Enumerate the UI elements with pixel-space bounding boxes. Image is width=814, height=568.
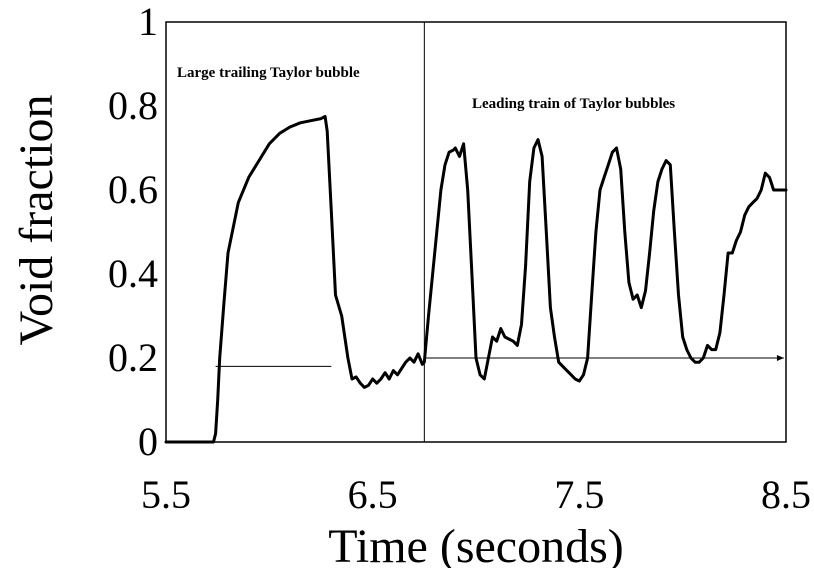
reference-line-arrowhead bbox=[776, 355, 784, 361]
x-tick-label: 8.5 bbox=[761, 472, 811, 517]
y-tick-label: 1 bbox=[138, 0, 158, 44]
y-tick-label: 0.2 bbox=[108, 335, 158, 380]
y-tick-label: 0.6 bbox=[108, 167, 158, 212]
y-tick-label: 0.4 bbox=[108, 251, 158, 296]
plot-area-frame bbox=[165, 21, 787, 443]
void-fraction-series-line bbox=[164, 115, 788, 444]
x-tick-label: 6.5 bbox=[348, 472, 398, 517]
x-tick-label: 7.5 bbox=[554, 472, 604, 517]
y-tick-label: 0.8 bbox=[108, 83, 158, 128]
annotation-leading-train: Leading train of Taylor bubbles bbox=[472, 96, 675, 112]
x-axis-ticks: 5.5 6.5 7.5 8.5 bbox=[141, 472, 811, 517]
x-tick-label: 5.5 bbox=[141, 472, 191, 517]
annotation-trailing-bubble: Large trailing Taylor bubble bbox=[177, 65, 360, 81]
y-axis-ticks: 0 0.2 0.4 0.6 0.8 1 bbox=[108, 0, 158, 464]
x-axis-title: Time (seconds) bbox=[328, 520, 624, 568]
y-axis-title: Void fraction bbox=[10, 94, 63, 345]
y-tick-label: 0 bbox=[138, 419, 158, 464]
reference-lines bbox=[215, 355, 784, 367]
